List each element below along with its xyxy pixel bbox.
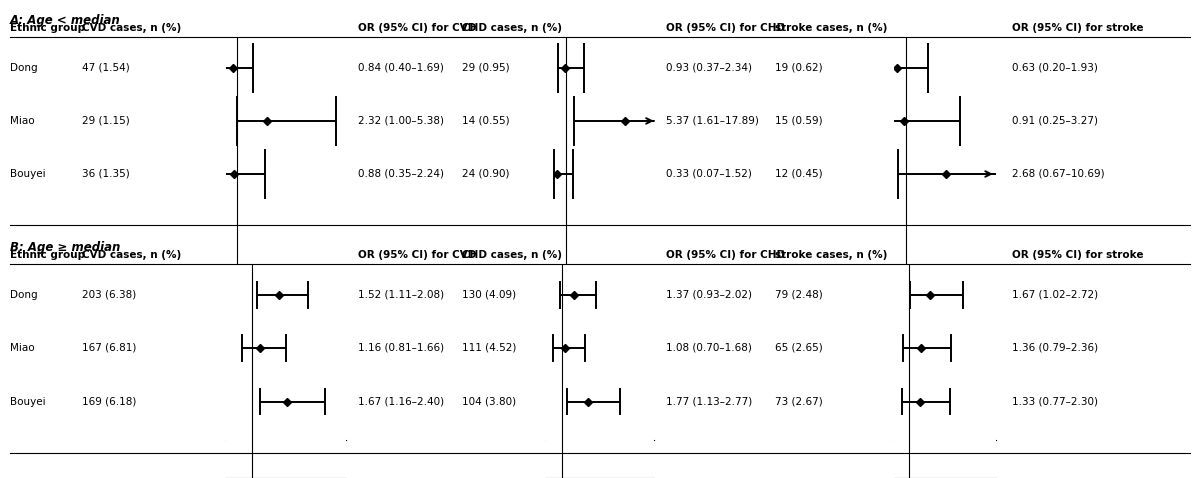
Text: Dong: Dong (10, 63, 37, 73)
Text: 0.93 (0.37–2.34): 0.93 (0.37–2.34) (666, 63, 752, 73)
Text: B: Age ≥ median: B: Age ≥ median (10, 241, 120, 254)
Text: 1.08 (0.70–1.68): 1.08 (0.70–1.68) (666, 343, 752, 353)
Text: 203 (6.38): 203 (6.38) (82, 290, 136, 300)
Text: stroke cases, n (%): stroke cases, n (%) (775, 23, 888, 33)
Text: 1.67 (1.02–2.72): 1.67 (1.02–2.72) (1012, 290, 1098, 300)
Text: 19 (0.62): 19 (0.62) (775, 63, 823, 73)
Text: 36 (1.35): 36 (1.35) (82, 169, 130, 179)
Text: 5.37 (1.61–17.89): 5.37 (1.61–17.89) (666, 116, 758, 126)
Text: OR (95% CI) for stroke: OR (95% CI) for stroke (1012, 23, 1144, 33)
Text: A: Age < median: A: Age < median (10, 14, 120, 27)
Text: OR (95% CI) for CHD: OR (95% CI) for CHD (666, 250, 785, 260)
Text: 29 (1.15): 29 (1.15) (82, 116, 130, 126)
Text: 0.88 (0.35–2.24): 0.88 (0.35–2.24) (358, 169, 444, 179)
Text: Ethnic group: Ethnic group (10, 23, 85, 33)
Text: OR (95% CI) for stroke: OR (95% CI) for stroke (1012, 250, 1144, 260)
Text: 167 (6.81): 167 (6.81) (82, 343, 136, 353)
Text: 2.68 (0.67–10.69): 2.68 (0.67–10.69) (1012, 169, 1104, 179)
Text: OR (95% CI) for CHD: OR (95% CI) for CHD (666, 23, 785, 33)
Text: 79 (2.48): 79 (2.48) (775, 290, 823, 300)
Text: OR (95% CI) for CVD: OR (95% CI) for CVD (358, 250, 476, 260)
Text: CHD cases, n (%): CHD cases, n (%) (462, 23, 562, 33)
Text: Ethnic group: Ethnic group (10, 250, 85, 260)
Text: 1.37 (0.93–2.02): 1.37 (0.93–2.02) (666, 290, 752, 300)
Text: 1.16 (0.81–1.66): 1.16 (0.81–1.66) (358, 343, 444, 353)
Text: Bouyei: Bouyei (10, 397, 46, 406)
Text: 0.91 (0.25–3.27): 0.91 (0.25–3.27) (1012, 116, 1098, 126)
Text: Dong: Dong (10, 290, 37, 300)
Text: Miao: Miao (10, 116, 35, 126)
Text: Bouyei: Bouyei (10, 169, 46, 179)
Text: 12 (0.45): 12 (0.45) (775, 169, 823, 179)
Text: OR (95% CI) for CVD: OR (95% CI) for CVD (358, 23, 476, 33)
Text: 1.36 (0.79–2.36): 1.36 (0.79–2.36) (1012, 343, 1098, 353)
Text: 65 (2.65): 65 (2.65) (775, 343, 823, 353)
Text: 1.77 (1.13–2.77): 1.77 (1.13–2.77) (666, 397, 752, 406)
Text: CVD cases, n (%): CVD cases, n (%) (82, 23, 181, 33)
Text: 15 (0.59): 15 (0.59) (775, 116, 823, 126)
Text: 0.33 (0.07–1.52): 0.33 (0.07–1.52) (666, 169, 752, 179)
Text: 2.32 (1.00–5.38): 2.32 (1.00–5.38) (358, 116, 444, 126)
Text: 130 (4.09): 130 (4.09) (462, 290, 516, 300)
Text: 24 (0.90): 24 (0.90) (462, 169, 510, 179)
Text: 111 (4.52): 111 (4.52) (462, 343, 516, 353)
Text: 73 (2.67): 73 (2.67) (775, 397, 823, 406)
Text: CHD cases, n (%): CHD cases, n (%) (462, 250, 562, 260)
Text: 29 (0.95): 29 (0.95) (462, 63, 510, 73)
Text: Miao: Miao (10, 343, 35, 353)
Text: 1.67 (1.16–2.40): 1.67 (1.16–2.40) (358, 397, 444, 406)
Text: 14 (0.55): 14 (0.55) (462, 116, 510, 126)
Text: stroke cases, n (%): stroke cases, n (%) (775, 250, 888, 260)
Text: 104 (3.80): 104 (3.80) (462, 397, 516, 406)
Text: 0.63 (0.20–1.93): 0.63 (0.20–1.93) (1012, 63, 1098, 73)
Text: 1.52 (1.11–2.08): 1.52 (1.11–2.08) (358, 290, 444, 300)
Text: CVD cases, n (%): CVD cases, n (%) (82, 250, 181, 260)
Text: 1.33 (0.77–2.30): 1.33 (0.77–2.30) (1012, 397, 1098, 406)
Text: 169 (6.18): 169 (6.18) (82, 397, 136, 406)
Text: 47 (1.54): 47 (1.54) (82, 63, 130, 73)
Text: 0.84 (0.40–1.69): 0.84 (0.40–1.69) (358, 63, 444, 73)
